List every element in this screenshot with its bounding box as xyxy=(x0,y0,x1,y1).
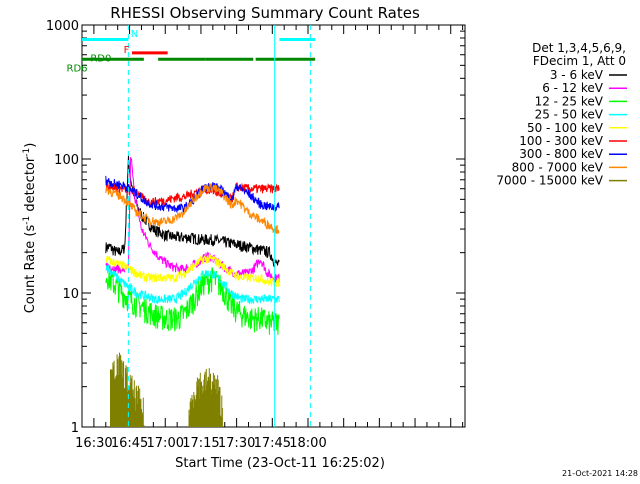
series-line-50-100-kev xyxy=(105,252,280,287)
x-axis-label: Start Time (23-Oct-11 16:25:02) xyxy=(175,456,385,471)
footer-date: 21-Oct-2021 14:28 xyxy=(562,469,638,478)
legend: Det 1,3,4,5,6,9, FDecim 1, Att 0 3 - 6 k… xyxy=(496,41,627,188)
legend-label: 100 - 300 keV xyxy=(519,134,603,148)
x-tick-label: 16:45 xyxy=(111,436,148,451)
plot-frame xyxy=(81,24,466,428)
legend-label: 3 - 6 keV xyxy=(550,68,604,82)
y-tick-label: 100 xyxy=(54,153,79,168)
chart-title: RHESSI Observing Summary Count Rates xyxy=(110,4,420,22)
y-tick-label: 10 xyxy=(62,287,79,302)
x-tick-label: 17:15 xyxy=(182,436,219,451)
legend-header-line-2: FDecim 1, Att 0 xyxy=(533,54,626,68)
annotation-label: RD6 xyxy=(67,64,88,75)
x-tick-label: 17:00 xyxy=(147,436,184,451)
legend-label: 7000 - 15000 keV xyxy=(496,174,603,188)
x-tick-label: 17:45 xyxy=(254,436,291,451)
state-bars xyxy=(82,37,316,61)
series-line-12-25-kev xyxy=(105,266,280,335)
series-line-25-50-kev xyxy=(105,265,280,305)
x-tick-label: 18:00 xyxy=(289,436,326,451)
y-tick-labels: 1 10 100 1000 xyxy=(46,19,79,436)
series-layer xyxy=(105,155,280,427)
legend-label: 6 - 12 keV xyxy=(542,81,604,95)
y-axis-label: Count Rate (s-1 detector-1) xyxy=(22,143,38,314)
annotation-label: RD0 xyxy=(90,54,111,65)
annotation-label: N xyxy=(131,29,138,40)
legend-label: 50 - 100 keV xyxy=(527,121,604,135)
x-tick-label: 16:30 xyxy=(75,436,112,451)
legend-label: 12 - 25 keV xyxy=(535,94,604,108)
legend-label: 800 - 7000 keV xyxy=(512,160,604,174)
legend-header-line-1: Det 1,3,4,5,6,9, xyxy=(532,41,626,55)
plot-frame-rect xyxy=(81,24,466,428)
legend-label: 25 - 50 keV xyxy=(535,108,604,122)
y-tick-label: 1 xyxy=(71,421,79,436)
y-tick-label: 1000 xyxy=(46,19,79,34)
x-tick-label: 17:30 xyxy=(218,436,255,451)
annotation-label: F xyxy=(124,45,130,56)
legend-label: 300 - 800 keV xyxy=(519,147,603,161)
series-line-800-7000-kev xyxy=(105,183,280,235)
series-line-7000-15000-kev xyxy=(110,352,223,427)
vertical-markers xyxy=(127,25,311,427)
